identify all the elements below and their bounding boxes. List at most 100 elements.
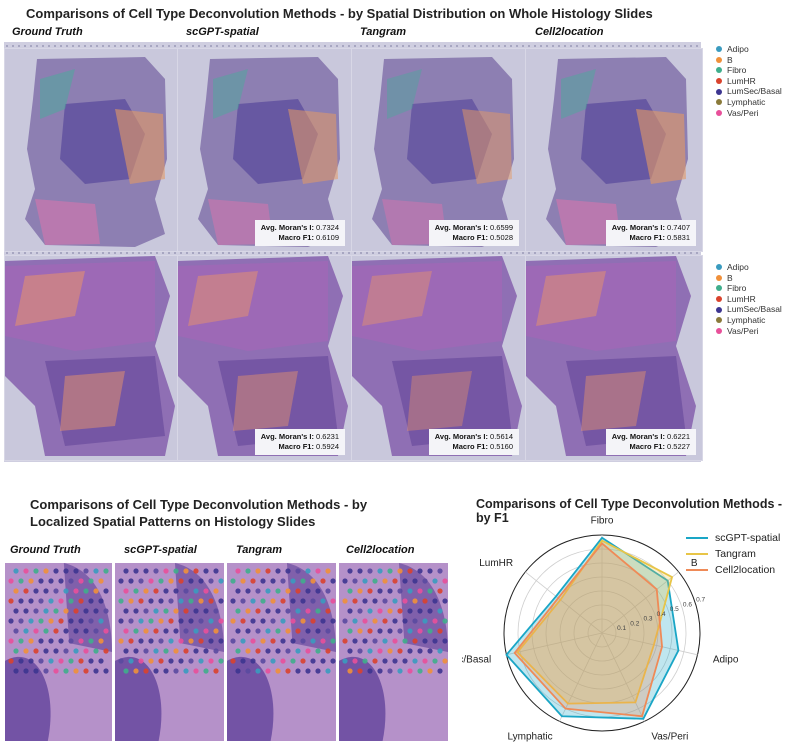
legend-item: Adipo: [716, 44, 782, 55]
spot-marker: [250, 638, 256, 644]
spot-marker: [198, 578, 204, 584]
spot-marker: [427, 668, 433, 674]
legend-marker: [716, 327, 722, 334]
spot-marker: [417, 668, 423, 674]
spot-marker: [178, 598, 184, 604]
spot-marker: [183, 648, 189, 654]
radar-spoke: [601, 632, 645, 722]
spot-marker: [13, 668, 19, 674]
moran-label: Avg. Moran's I:: [611, 223, 665, 232]
spot-marker: [290, 638, 296, 644]
moran-value: 0.7324: [316, 223, 339, 232]
spot-marker: [377, 568, 383, 574]
legend-item: LumHR: [716, 294, 782, 305]
spot-marker: [43, 648, 49, 654]
spot-marker: [148, 658, 154, 664]
spot-marker: [128, 618, 134, 624]
f1-label: Macro F1:: [278, 442, 314, 451]
spot-marker: [392, 598, 398, 604]
spot-marker: [320, 598, 326, 604]
spot-marker: [153, 568, 159, 574]
legend-label: Adipo: [727, 44, 749, 54]
spot-marker: [315, 588, 321, 594]
spot-marker: [305, 628, 311, 634]
spot-marker: [417, 608, 423, 614]
spot-marker: [437, 648, 443, 654]
f1-label: Macro F1:: [629, 442, 665, 451]
spot-marker: [53, 648, 59, 654]
spot-marker: [18, 638, 24, 644]
spot-marker: [33, 568, 39, 574]
spot-marker: [352, 578, 358, 584]
spot-marker: [53, 608, 59, 614]
spot-marker: [213, 648, 219, 654]
spot-marker: [270, 638, 276, 644]
spot-marker: [295, 668, 301, 674]
spot-marker: [93, 668, 99, 674]
spot-marker: [63, 608, 69, 614]
spot-marker: [63, 628, 69, 634]
spot-marker: [397, 668, 403, 674]
spot-marker: [173, 568, 179, 574]
spot-marker: [78, 618, 84, 624]
spot-marker: [330, 638, 336, 644]
spot-marker: [432, 598, 438, 604]
spot-marker: [153, 588, 159, 594]
legend-label: LumHR: [727, 75, 756, 86]
spot-marker: [417, 648, 423, 654]
spot-marker: [23, 628, 29, 634]
radar-spoke: [601, 632, 698, 656]
spot-marker: [265, 608, 271, 614]
spot-marker: [285, 568, 291, 574]
spot-marker: [73, 608, 79, 614]
legend-marker: [716, 46, 722, 53]
spot-marker: [28, 578, 34, 584]
spot-marker: [208, 638, 214, 644]
spot-marker: [347, 668, 353, 674]
spot-marker: [387, 568, 393, 574]
spot-marker: [68, 598, 74, 604]
slide1-cell2location-panel: Avg. Moran's I: 0.7407 Macro F1: 0.5831: [525, 48, 703, 252]
spot-marker: [357, 608, 363, 614]
spot-marker: [437, 588, 443, 594]
legend-item: LumSec/Basal: [716, 86, 782, 97]
spot-marker: [310, 598, 316, 604]
spot-marker: [265, 628, 271, 634]
spot-marker: [48, 578, 54, 584]
spot-marker: [13, 588, 19, 594]
spot-marker: [367, 588, 373, 594]
spot-marker: [230, 638, 236, 644]
spot-marker: [53, 668, 59, 674]
spot-marker: [208, 578, 214, 584]
spot-marker: [235, 608, 241, 614]
spot-marker: [83, 628, 89, 634]
spot-marker: [325, 568, 331, 574]
spot-marker: [183, 608, 189, 614]
spot-marker: [28, 638, 34, 644]
localized-section-title: Comparisons of Cell Type Deconvolution M…: [30, 496, 367, 530]
spot-marker: [118, 638, 124, 644]
spot-marker: [203, 608, 209, 614]
spot-marker: [218, 578, 224, 584]
slide1-ground-truth-panel: [4, 48, 178, 252]
radar-spoke: [525, 571, 603, 634]
spot-marker: [402, 578, 408, 584]
spot-marker: [38, 598, 44, 604]
spot-marker: [93, 648, 99, 654]
f1-label: Macro F1:: [452, 442, 488, 451]
spot-marker: [270, 618, 276, 624]
legend-label: Vas/Peri: [727, 325, 759, 336]
radar-spoke: [559, 632, 603, 722]
spot-marker: [123, 648, 129, 654]
spot-marker: [18, 658, 24, 664]
spot-marker: [53, 588, 59, 594]
spot-marker: [173, 608, 179, 614]
spot-marker: [48, 598, 54, 604]
spot-marker: [93, 588, 99, 594]
spot-marker: [88, 658, 94, 664]
spot-marker: [88, 618, 94, 624]
spot-marker: [123, 628, 129, 634]
radar-legend-item: scGPT-spatial: [686, 530, 780, 546]
spot-marker: [63, 648, 69, 654]
spot-marker: [342, 578, 348, 584]
